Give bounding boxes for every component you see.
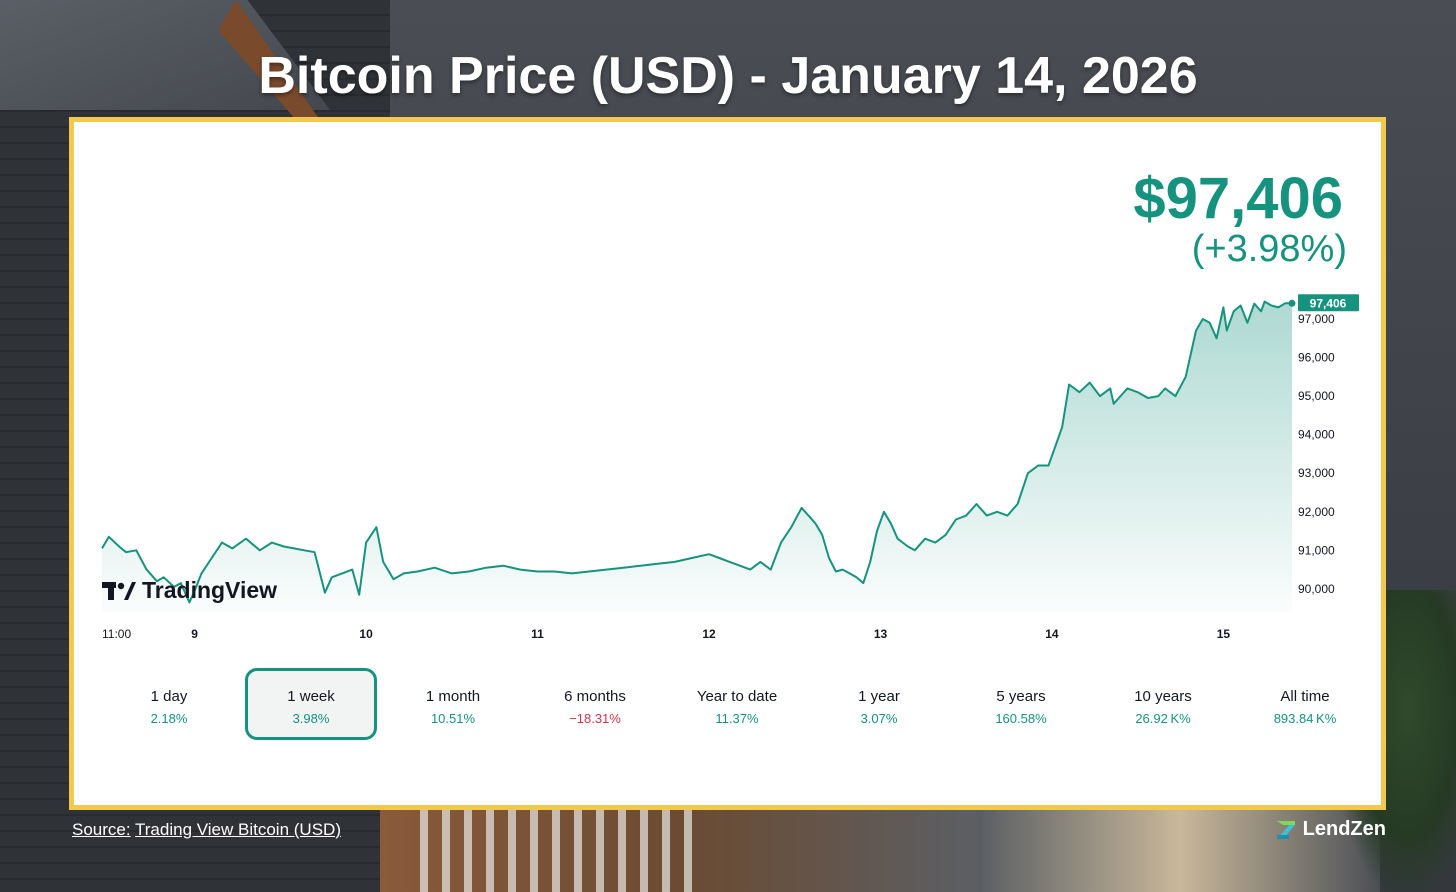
range-option[interactable]: All time 893.84 K% bbox=[1239, 668, 1371, 740]
x-tick-label: 15 bbox=[1217, 627, 1231, 641]
y-tick-label: 92,000 bbox=[1298, 505, 1335, 519]
y-tick-label: 91,000 bbox=[1298, 543, 1335, 557]
x-tick-label: 13 bbox=[874, 627, 888, 641]
range-option[interactable]: 1 day 2.18% bbox=[103, 668, 235, 740]
last-price-label: 97,406 bbox=[1310, 296, 1347, 310]
page-title: Bitcoin Price (USD) - January 14, 2026 bbox=[258, 47, 1198, 105]
y-tick-label: 93,000 bbox=[1298, 466, 1335, 480]
y-tick-label: 95,000 bbox=[1298, 389, 1335, 403]
range-percent: 3.07% bbox=[860, 711, 898, 726]
brand-logo: LendZen bbox=[1275, 818, 1386, 841]
tradingview-logo-icon bbox=[102, 581, 136, 600]
y-tick-label: 90,000 bbox=[1298, 582, 1335, 596]
range-percent: 2.18% bbox=[150, 711, 188, 726]
x-tick-label: 10 bbox=[359, 627, 373, 641]
x-tick-label: 9 bbox=[191, 627, 198, 641]
range-label: 1 month bbox=[425, 688, 481, 705]
range-percent: 11.37% bbox=[715, 711, 759, 726]
price-change: (+3.98%) bbox=[1191, 228, 1347, 270]
current-price: $97,406 bbox=[1133, 166, 1343, 231]
tradingview-logo-text: TradingView bbox=[142, 577, 278, 603]
brand-name: LendZen bbox=[1302, 818, 1386, 840]
last-price-badge bbox=[1298, 294, 1359, 312]
source-attribution: Source: Trading View Bitcoin (USD) bbox=[72, 820, 341, 840]
range-label: Year to date bbox=[696, 688, 778, 705]
range-option[interactable]: 1 week 3.98% bbox=[245, 668, 377, 740]
range-option[interactable]: 5 years 160.58% bbox=[955, 668, 1087, 740]
y-tick-label: 96,000 bbox=[1298, 351, 1335, 365]
range-label: 6 months bbox=[564, 688, 626, 705]
range-label: 1 year bbox=[858, 688, 900, 705]
price-chart[interactable]: 90,000 91,000 92,000 93,000 94,000 95,000 96,0… bbox=[74, 122, 1381, 662]
y-tick-label: 94,000 bbox=[1298, 428, 1335, 442]
range-label: 1 day bbox=[150, 688, 188, 705]
range-percent: −18.31% bbox=[569, 711, 621, 726]
range-option[interactable]: 10 years 26.92 K% bbox=[1097, 668, 1229, 740]
lendzen-logo-icon bbox=[1275, 819, 1297, 841]
source-prefix: Source: bbox=[72, 820, 131, 839]
range-percent: 893.84 K% bbox=[1273, 711, 1337, 726]
y-tick-label: 97,000 bbox=[1298, 312, 1335, 326]
range-option[interactable]: 1 month 10.51% bbox=[387, 668, 519, 740]
range-percent: 26.92 K% bbox=[1135, 711, 1191, 726]
x-tick-label: 11 bbox=[531, 627, 544, 641]
series-area bbox=[102, 301, 1292, 612]
range-label: All time bbox=[1280, 688, 1330, 705]
tradingview-logo: TradingView bbox=[102, 577, 277, 604]
source-link[interactable]: Trading View Bitcoin (USD) bbox=[135, 820, 341, 839]
range-label: 5 years bbox=[996, 688, 1046, 705]
range-percent: 3.98% bbox=[292, 711, 330, 726]
range-percent: 160.58% bbox=[995, 711, 1047, 726]
last-price-dot bbox=[1288, 299, 1296, 307]
range-option[interactable]: 1 year 3.07% bbox=[813, 668, 945, 740]
range-label: 1 week bbox=[287, 688, 335, 705]
range-option[interactable]: Year to date 11.37% bbox=[671, 668, 803, 740]
chart-card: $97,406 (+3.98%) 90,000 91,000 92,000 93,00… bbox=[69, 117, 1386, 810]
x-tick-label: 12 bbox=[702, 627, 716, 641]
x-tick-label: 14 bbox=[1045, 627, 1059, 641]
time-range-selector: 1 day 2.18% 1 week 3.98% 1 month 10.51% 6 mont… bbox=[98, 668, 1368, 744]
range-label: 10 years bbox=[1134, 688, 1192, 705]
series-line bbox=[101, 300, 1292, 604]
range-percent: 10.51% bbox=[430, 711, 476, 726]
x-tick-label: 11:00 bbox=[102, 627, 131, 641]
range-option[interactable]: 6 months −18.31% bbox=[529, 668, 661, 740]
